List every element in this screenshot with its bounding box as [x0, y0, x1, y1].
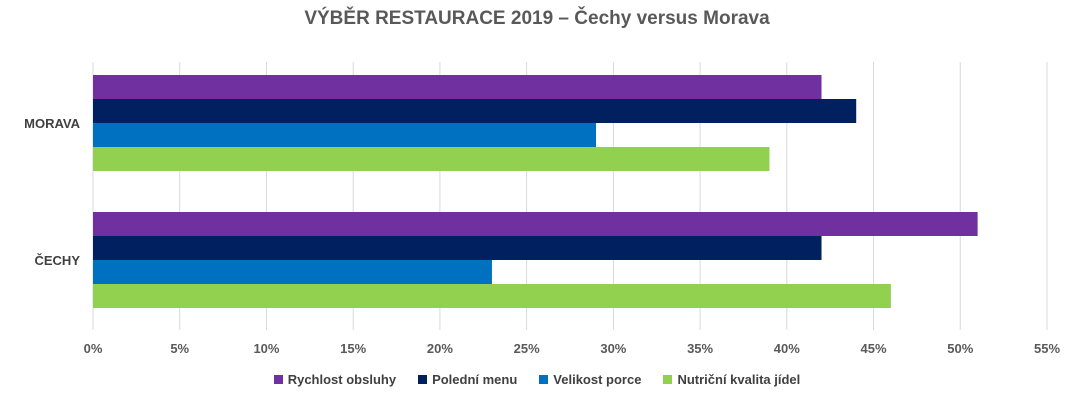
category-label: ČECHY: [34, 253, 80, 268]
x-tick-label: 25%: [514, 341, 540, 356]
category-label: MORAVA: [24, 116, 80, 131]
x-tick-label: 0%: [84, 341, 103, 356]
bar: [93, 284, 891, 308]
legend-swatch: [663, 375, 673, 384]
x-tick-label: 5%: [170, 341, 189, 356]
legend-swatch: [418, 375, 428, 384]
legend-label: Nutriční kvalita jídel: [677, 372, 801, 387]
x-tick-label: 40%: [774, 341, 800, 356]
bar: [93, 99, 857, 123]
bar: [93, 147, 770, 171]
bar-chart-plot: MORAVA ČECHY 0% 5% 10% 15% 20% 25% 30% 35% 40% 45%…: [24, 62, 1061, 356]
x-tick-label: 30%: [600, 341, 626, 356]
legend-item: Velikost porce: [539, 372, 641, 387]
legend-swatch: [273, 375, 283, 384]
x-tick-label: 45%: [861, 341, 887, 356]
x-tick-label: 10%: [253, 341, 279, 356]
legend: Rychlost obsluhy Polední menu Velikost por…: [0, 372, 1074, 387]
chart-title: VÝBĚR RESTAURACE 2019 – Čechy versus Mor…: [304, 8, 770, 29]
legend-label: Polední menu: [432, 372, 518, 387]
x-tick-label: 15%: [340, 341, 366, 356]
legend-item: Rychlost obsluhy: [273, 372, 397, 387]
bar: [93, 260, 492, 284]
legend-label: Rychlost obsluhy: [287, 372, 397, 387]
x-tick-label: 20%: [427, 341, 453, 356]
x-tick-label: 55%: [1034, 341, 1060, 356]
legend-label: Velikost porce: [553, 372, 642, 387]
x-tick-label: 35%: [687, 341, 713, 356]
x-tick-label: 50%: [947, 341, 973, 356]
x-tick-labels: 0% 5% 10% 15% 20% 25% 30% 35% 40% 45% 50% 55%: [84, 341, 1061, 356]
legend-item: Polední menu: [418, 372, 517, 387]
bar: [93, 236, 822, 260]
bar: [93, 212, 978, 236]
legend-swatch: [539, 375, 549, 384]
legend-item: Nutriční kvalita jídel: [663, 372, 800, 387]
bar: [93, 75, 822, 99]
bars: [93, 75, 978, 308]
bar: [93, 123, 597, 147]
category-labels: MORAVA ČECHY: [24, 116, 80, 268]
